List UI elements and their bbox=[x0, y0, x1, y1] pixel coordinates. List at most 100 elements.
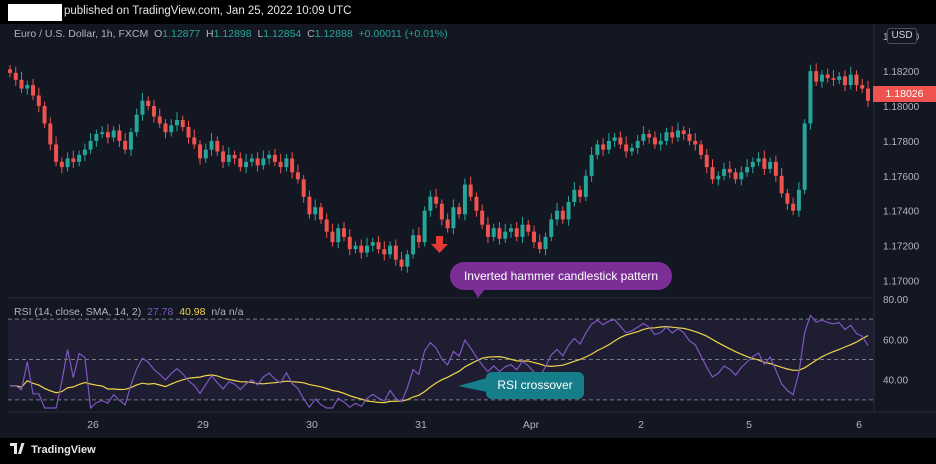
candle bbox=[624, 136, 629, 158]
candle bbox=[457, 202, 462, 219]
candle bbox=[756, 152, 761, 167]
candle bbox=[837, 71, 842, 85]
candle bbox=[860, 78, 865, 93]
candle bbox=[301, 174, 306, 203]
rsi-ma-value: 40.98 bbox=[179, 306, 206, 318]
candle bbox=[65, 152, 70, 172]
rsi-line bbox=[10, 314, 869, 410]
time-tick-label: 5 bbox=[746, 419, 752, 431]
time-tick-label: 30 bbox=[306, 419, 318, 431]
candle bbox=[105, 124, 110, 144]
candle bbox=[307, 190, 312, 219]
candle bbox=[687, 127, 692, 146]
candle bbox=[359, 239, 364, 259]
candle bbox=[267, 150, 272, 165]
candle bbox=[318, 202, 323, 224]
candle bbox=[111, 126, 116, 142]
candle bbox=[405, 250, 410, 273]
candle bbox=[411, 229, 416, 259]
candle bbox=[664, 127, 669, 146]
candle bbox=[704, 148, 709, 174]
candle bbox=[583, 169, 588, 202]
close-label: C bbox=[307, 28, 315, 40]
price-rsi-chart[interactable]: 1.184001.182001.180001.178001.176001.174… bbox=[0, 0, 936, 438]
candle bbox=[388, 241, 393, 259]
candle bbox=[382, 241, 387, 261]
tradingview-logo[interactable]: TradingView bbox=[10, 439, 96, 456]
candle bbox=[238, 152, 243, 172]
rsi-value: 27.78 bbox=[147, 306, 174, 318]
time-tick-label: 2 bbox=[638, 419, 644, 431]
candle bbox=[474, 192, 479, 217]
time-tick-label: 31 bbox=[415, 419, 427, 431]
price-tick-label: 1.17000 bbox=[883, 277, 920, 288]
candle bbox=[629, 143, 634, 156]
redacted-username bbox=[8, 4, 62, 21]
candle bbox=[526, 220, 531, 237]
low-label: L bbox=[257, 28, 264, 40]
candle bbox=[445, 213, 450, 233]
candle bbox=[244, 154, 249, 174]
candle bbox=[434, 188, 439, 209]
candle bbox=[497, 222, 502, 245]
last-price-label: 1.18026 bbox=[873, 86, 936, 102]
close-value: 1.12888 bbox=[314, 28, 353, 40]
rsi-tick-label: 60.00 bbox=[883, 335, 908, 346]
rsi-callout-pointer bbox=[458, 378, 487, 392]
candle bbox=[128, 127, 133, 156]
candle bbox=[209, 133, 214, 156]
candle bbox=[163, 119, 168, 139]
symbol-name: Euro / U.S. Dollar, 1h, FXCM bbox=[14, 28, 149, 40]
candle bbox=[376, 236, 381, 254]
candle bbox=[555, 202, 560, 226]
candle bbox=[485, 216, 490, 244]
candle bbox=[215, 136, 220, 156]
candle bbox=[13, 66, 18, 86]
currency-label[interactable]: USD bbox=[887, 28, 917, 44]
candle bbox=[762, 150, 767, 175]
candle bbox=[658, 133, 663, 151]
candle bbox=[295, 164, 300, 184]
candle bbox=[566, 195, 571, 226]
candle bbox=[670, 126, 675, 144]
candle bbox=[278, 154, 283, 174]
candle bbox=[647, 129, 652, 144]
candle bbox=[88, 133, 93, 155]
candle bbox=[48, 117, 53, 151]
candle bbox=[848, 66, 853, 90]
candle bbox=[261, 150, 266, 170]
open-value: 1.12877 bbox=[162, 28, 201, 40]
candle bbox=[370, 237, 375, 252]
candle bbox=[19, 71, 24, 93]
hammer-annotation: Inverted hammer candlestick pattern bbox=[450, 262, 672, 290]
price-tick-label: 1.17400 bbox=[883, 207, 920, 218]
high-value: 1.12898 bbox=[213, 28, 252, 40]
candle bbox=[255, 152, 260, 172]
candle bbox=[123, 133, 128, 155]
candle bbox=[186, 120, 191, 144]
rsi-tick-label: 40.00 bbox=[883, 376, 908, 387]
rsi-crossover-annotation: RSI crossover bbox=[486, 372, 584, 399]
candle bbox=[59, 157, 64, 174]
candle bbox=[491, 223, 496, 242]
candle bbox=[468, 176, 473, 202]
candle bbox=[675, 122, 680, 142]
candle bbox=[399, 251, 404, 271]
price-tick-label: 1.17200 bbox=[883, 242, 920, 253]
candle bbox=[94, 129, 99, 148]
candle bbox=[174, 112, 179, 132]
candle bbox=[589, 147, 594, 182]
candle bbox=[134, 108, 139, 137]
price-tick-label: 1.17600 bbox=[883, 172, 920, 183]
candle bbox=[773, 155, 778, 182]
rsi-na-values: n/a n/a bbox=[211, 306, 244, 318]
rsi-legend-label: RSI (14, close, SMA, 14, 2) bbox=[14, 306, 142, 318]
candle bbox=[543, 232, 548, 256]
candle bbox=[802, 119, 807, 195]
candle bbox=[151, 99, 156, 123]
candle bbox=[36, 87, 41, 113]
candle bbox=[791, 197, 796, 216]
candle bbox=[221, 145, 226, 168]
candle bbox=[226, 147, 231, 167]
candle bbox=[157, 108, 162, 128]
